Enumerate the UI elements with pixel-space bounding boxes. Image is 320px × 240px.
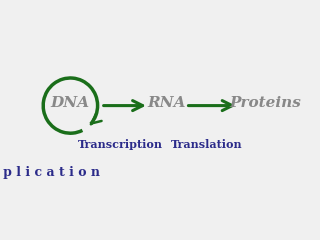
Text: Transcription: Transcription [77, 138, 163, 150]
Text: RNA: RNA [147, 96, 186, 110]
Text: Proteins: Proteins [230, 96, 301, 110]
Text: DNA: DNA [51, 96, 90, 110]
Text: Translation: Translation [171, 138, 242, 150]
Text: R e p l i c a t i o n: R e p l i c a t i o n [0, 166, 100, 179]
